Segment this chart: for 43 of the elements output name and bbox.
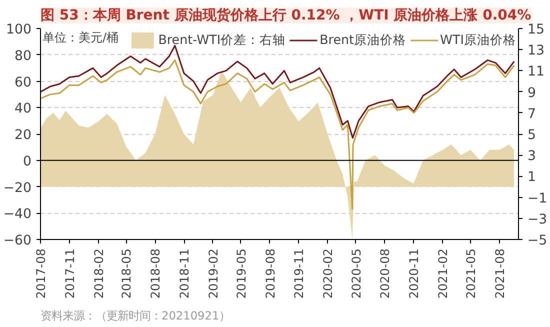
y-tick-label: 40 <box>14 102 32 117</box>
y-tick-label: −40 <box>3 207 32 222</box>
y2-tick-label: −5 <box>528 234 548 248</box>
y2-tick-label: 15 <box>528 22 544 38</box>
legend-label: Brent-WTI价差：右轴 <box>158 32 286 48</box>
y2-tick-label: 3 <box>528 149 536 164</box>
legend-label: Brent原油价格 <box>320 32 406 48</box>
y-tick-label: 100 <box>6 22 32 38</box>
y2-tick-label: 1 <box>528 170 536 186</box>
y2-tick-label: −3 <box>528 212 548 228</box>
y2-tick-label: 13 <box>528 44 544 59</box>
legend-label: WTI原油价格 <box>440 32 516 48</box>
y-tick-label: −20 <box>3 180 32 196</box>
x-tick-label: 2019-02 <box>206 248 220 299</box>
x-tick-label: 2019-11 <box>292 248 306 299</box>
x-tick-label: 2019-08 <box>263 248 278 299</box>
x-tick-label: 2019-05 <box>234 248 248 299</box>
chart-title: 图 53：本周 Brent 原油现货价格上行 0.12% ，WTI 原油价格上涨 0.04% <box>40 8 532 24</box>
x-tick-label: 2021-05 <box>464 248 478 299</box>
x-tick-label: 2020-11 <box>407 248 422 299</box>
x-tick-label: 2020-08 <box>378 248 392 299</box>
annotation: 单位：美元/桶 <box>42 30 119 44</box>
y-tick-label: −60 <box>3 234 32 248</box>
y2-tick-label: 7 <box>528 106 536 122</box>
y-tick-label: 80 <box>14 48 32 64</box>
x-tick-label: 2020-02 <box>321 248 336 299</box>
x-tick-label: 2018-11 <box>178 248 192 299</box>
y-tick-label: 0 <box>23 154 32 170</box>
x-tick-label: 2017-08 <box>34 248 48 299</box>
y-tick-label: 60 <box>14 75 32 90</box>
x-tick-label: 2021-08 <box>492 248 507 299</box>
x-tick-label: 2018-05 <box>120 248 134 299</box>
y2-tick-label: 9 <box>528 86 536 101</box>
x-tick-label: 2018-08 <box>148 248 163 299</box>
x-tick-label: 2020-05 <box>349 248 364 299</box>
x-tick-label: 2017-11 <box>62 248 77 299</box>
x-tick-label: 2018-02 <box>92 248 106 299</box>
x-tick-label: 2021-02 <box>436 248 450 299</box>
y-tick-label: 20 <box>14 128 32 143</box>
text: 资料来源：（更新时间：20210921） <box>40 308 230 322</box>
y2-tick-label: 5 <box>528 128 536 143</box>
y2-tick-label: 11 <box>528 64 544 80</box>
y2-tick-label: −1 <box>528 191 548 206</box>
